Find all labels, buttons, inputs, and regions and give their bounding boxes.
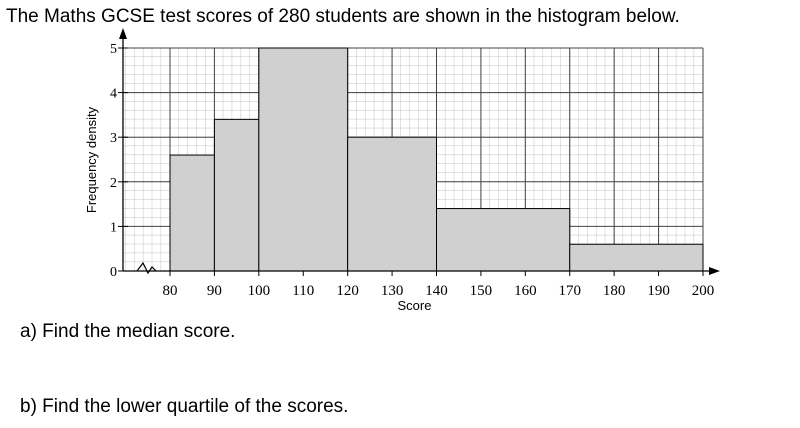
x-tick-label: 170	[559, 283, 582, 299]
x-tick-label: 100	[248, 283, 271, 299]
x-tick-label: 200	[692, 283, 715, 299]
bar	[258, 47, 349, 272]
question: The Maths GCSE test scores of 280 studen…	[6, 6, 680, 27]
x-tick-label: 150	[470, 283, 493, 299]
y-tick-label: 1	[110, 220, 117, 235]
y-tick-label: 3	[110, 131, 117, 146]
x-tick-label: 120	[336, 283, 359, 299]
bar	[347, 136, 437, 272]
x-tick-label: 80	[163, 283, 178, 299]
y-arrow	[119, 28, 127, 39]
part-a: a) Find the median score.	[20, 321, 235, 342]
histogram: 80 90 100 110 120 130 140 150 160 170 180 190 200 0 1 2…	[84, 28, 720, 313]
bar	[169, 154, 215, 272]
y-tick-label: 0	[110, 265, 117, 280]
y-tick-label: 4	[110, 87, 117, 102]
y-tick-label: 5	[110, 42, 117, 57]
part-b: b) Find the lower quartile of the scores…	[20, 396, 348, 417]
y-tick-label: 2	[110, 176, 117, 191]
axis-break	[136, 261, 157, 275]
bar	[213, 118, 260, 272]
bar	[436, 208, 571, 272]
x-tick-label: 160	[514, 283, 537, 299]
x-tick-label: 90	[207, 283, 222, 299]
bar	[569, 243, 704, 272]
x-tick-label: 190	[647, 283, 670, 299]
x-tick-label: 140	[425, 283, 448, 299]
y-axis-label: Frequency density	[84, 106, 99, 213]
x-tick-label: 180	[603, 283, 626, 299]
x-tick-label: 130	[381, 283, 404, 299]
x-axis-label: Score	[398, 298, 432, 313]
x-arrow	[709, 267, 720, 275]
x-tick-label: 110	[292, 283, 314, 299]
